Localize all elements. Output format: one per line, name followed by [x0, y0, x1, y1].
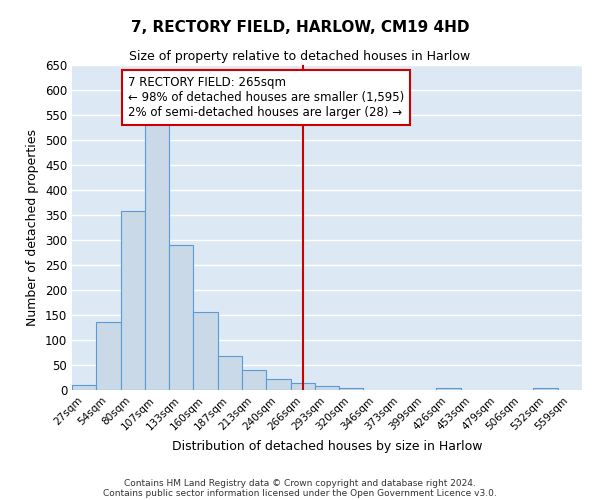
- Bar: [72, 385, 96, 390]
- Text: Contains HM Land Registry data © Crown copyright and database right 2024.: Contains HM Land Registry data © Crown c…: [124, 478, 476, 488]
- X-axis label: Distribution of detached houses by size in Harlow: Distribution of detached houses by size …: [172, 440, 482, 453]
- Bar: [315, 386, 339, 390]
- Text: 7, RECTORY FIELD, HARLOW, CM19 4HD: 7, RECTORY FIELD, HARLOW, CM19 4HD: [131, 20, 469, 35]
- Bar: [193, 312, 218, 390]
- Bar: [290, 382, 315, 390]
- Bar: [533, 388, 558, 390]
- Bar: [121, 211, 145, 390]
- Bar: [339, 388, 364, 390]
- Bar: [169, 244, 193, 390]
- Y-axis label: Number of detached properties: Number of detached properties: [26, 129, 40, 326]
- Bar: [266, 379, 290, 390]
- Bar: [145, 122, 169, 390]
- Text: Contains public sector information licensed under the Open Government Licence v3: Contains public sector information licen…: [103, 488, 497, 498]
- Text: 7 RECTORY FIELD: 265sqm
← 98% of detached houses are smaller (1,595)
2% of semi-: 7 RECTORY FIELD: 265sqm ← 98% of detache…: [128, 76, 404, 119]
- Bar: [218, 356, 242, 390]
- Bar: [242, 370, 266, 390]
- Bar: [96, 322, 121, 390]
- Bar: [436, 388, 461, 390]
- Text: Size of property relative to detached houses in Harlow: Size of property relative to detached ho…: [130, 50, 470, 63]
